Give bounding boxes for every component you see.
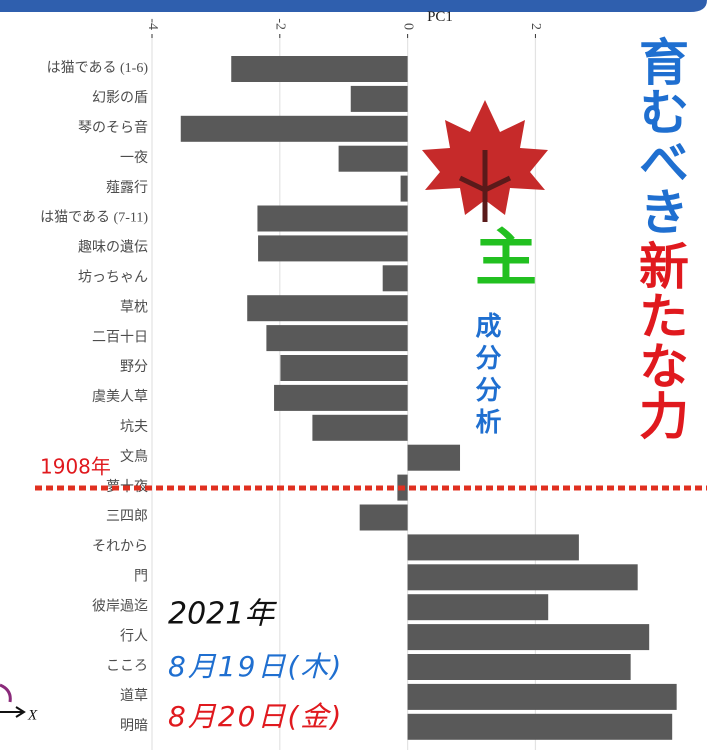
top-banner: [0, 0, 707, 12]
bar: [257, 206, 407, 232]
chart: -4 -2 0 2 は猫である (1-6) 幻影の盾琴のそら音一夜薤露行は猫である (7-…: [0, 0, 707, 750]
bar: [401, 176, 408, 202]
y-tick-label: 三四郎: [106, 509, 148, 525]
y-tick-label: 虞美人草: [92, 389, 148, 405]
x-tick-label: 2: [528, 23, 543, 30]
bar: [258, 235, 408, 261]
y-tick-label: 薤露行: [106, 180, 148, 196]
sub-heading: 成分分析: [471, 312, 501, 440]
bar: [408, 684, 677, 710]
year-label: 2021年: [168, 597, 277, 632]
bar: [247, 295, 407, 321]
bar: [408, 714, 673, 740]
x-axis-title: PC1: [427, 9, 453, 25]
y-tick-label: 一夜: [120, 150, 148, 166]
y-tick-label: 文鳥: [120, 449, 148, 465]
bar: [383, 265, 408, 291]
bar: [408, 534, 579, 560]
y-tick-label: 幻影の盾: [92, 90, 148, 106]
page: -4 -2 0 2 は猫である (1-6) 幻影の盾琴のそら音一夜薤露行は猫である (7-…: [0, 0, 707, 750]
date-label: 8月20日(金): [168, 700, 343, 733]
y-tick-label: 彼岸過迄: [92, 598, 148, 614]
marker-label: 1908年: [40, 455, 111, 479]
main-char: 主: [455, 225, 545, 287]
bar: [339, 146, 408, 172]
bar: [266, 325, 407, 351]
y-tick-label: 草枕: [120, 299, 148, 315]
y-tick-label: は猫である (1-6): [47, 60, 149, 76]
bar: [312, 415, 407, 441]
y-tick-label: それから: [92, 539, 148, 555]
bar: [231, 56, 407, 82]
date-label: 8月19日(木): [168, 650, 343, 683]
bar: [280, 355, 407, 381]
x-tick-label: -4: [145, 18, 160, 30]
y-tick-label: 趣味の遺伝: [78, 240, 148, 256]
x-tick-label: 0: [400, 23, 415, 30]
bar: [181, 116, 408, 142]
bar: [408, 594, 549, 620]
y-tick-label: は猫である (7-11): [40, 210, 148, 226]
y-tick-label: 野分: [120, 359, 148, 375]
y-tick-label: 琴のそら音: [78, 119, 148, 136]
bar: [408, 564, 638, 590]
y-tick-label: 行人: [120, 628, 148, 644]
bar: [408, 445, 460, 471]
y-tick-label: 二百十日: [92, 329, 148, 345]
bar: [408, 654, 631, 680]
y-tick-label: 坊っちゃん: [78, 270, 148, 286]
y-tick-label: こころ: [106, 659, 148, 674]
bar: [408, 624, 650, 650]
heading-red: 新たな力: [632, 240, 688, 440]
bar: [351, 86, 408, 112]
axis-hint-label: X: [27, 707, 38, 723]
bar: [360, 505, 408, 531]
y-tick-label: 明暗: [120, 718, 148, 734]
y-tick-label: 坑夫: [120, 419, 148, 435]
x-tick-label: -2: [273, 18, 288, 30]
y-tick-label: 門: [134, 570, 148, 585]
y-tick-label: 道草: [120, 688, 148, 704]
heading-blue: 育むべき: [632, 36, 688, 236]
bar: [274, 385, 408, 411]
